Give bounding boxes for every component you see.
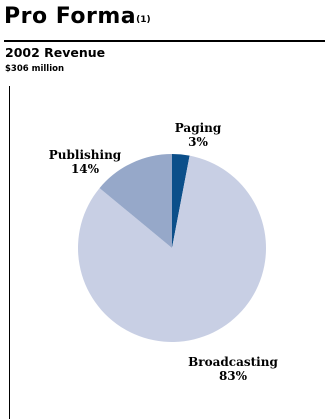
revenue-total: $306 million [5,64,65,74]
pie-slice-paging [172,154,190,248]
slice-label-paging: Paging 3% [175,121,222,149]
chart-title-text: Pro Forma [4,4,137,29]
chart-title: Pro Forma(1) [4,3,151,31]
pie-slice-publishing [99,154,172,248]
pie-labels: Paging 3% Broadcasting 83% Publishing 14% [49,121,279,383]
slice-label-broadcasting: Broadcasting 83% [188,355,278,383]
pie-slices [77,154,266,342]
slice-label-percent: 3% [188,135,208,149]
slice-label-publishing: Publishing 14% [49,148,122,176]
slice-label-percent: 14% [71,162,100,176]
left-frame-rule [9,86,10,419]
title-divider [4,40,325,42]
slice-label-name: Publishing [49,148,122,162]
pie-slice-broadcasting [77,155,266,342]
slice-label-percent: 83% [219,369,248,383]
title-footnote-marker: (1) [136,15,151,25]
chart-subtitle: 2002 Revenue [5,45,106,60]
slice-label-name: Broadcasting [188,355,278,369]
slice-label-name: Paging [175,121,222,135]
